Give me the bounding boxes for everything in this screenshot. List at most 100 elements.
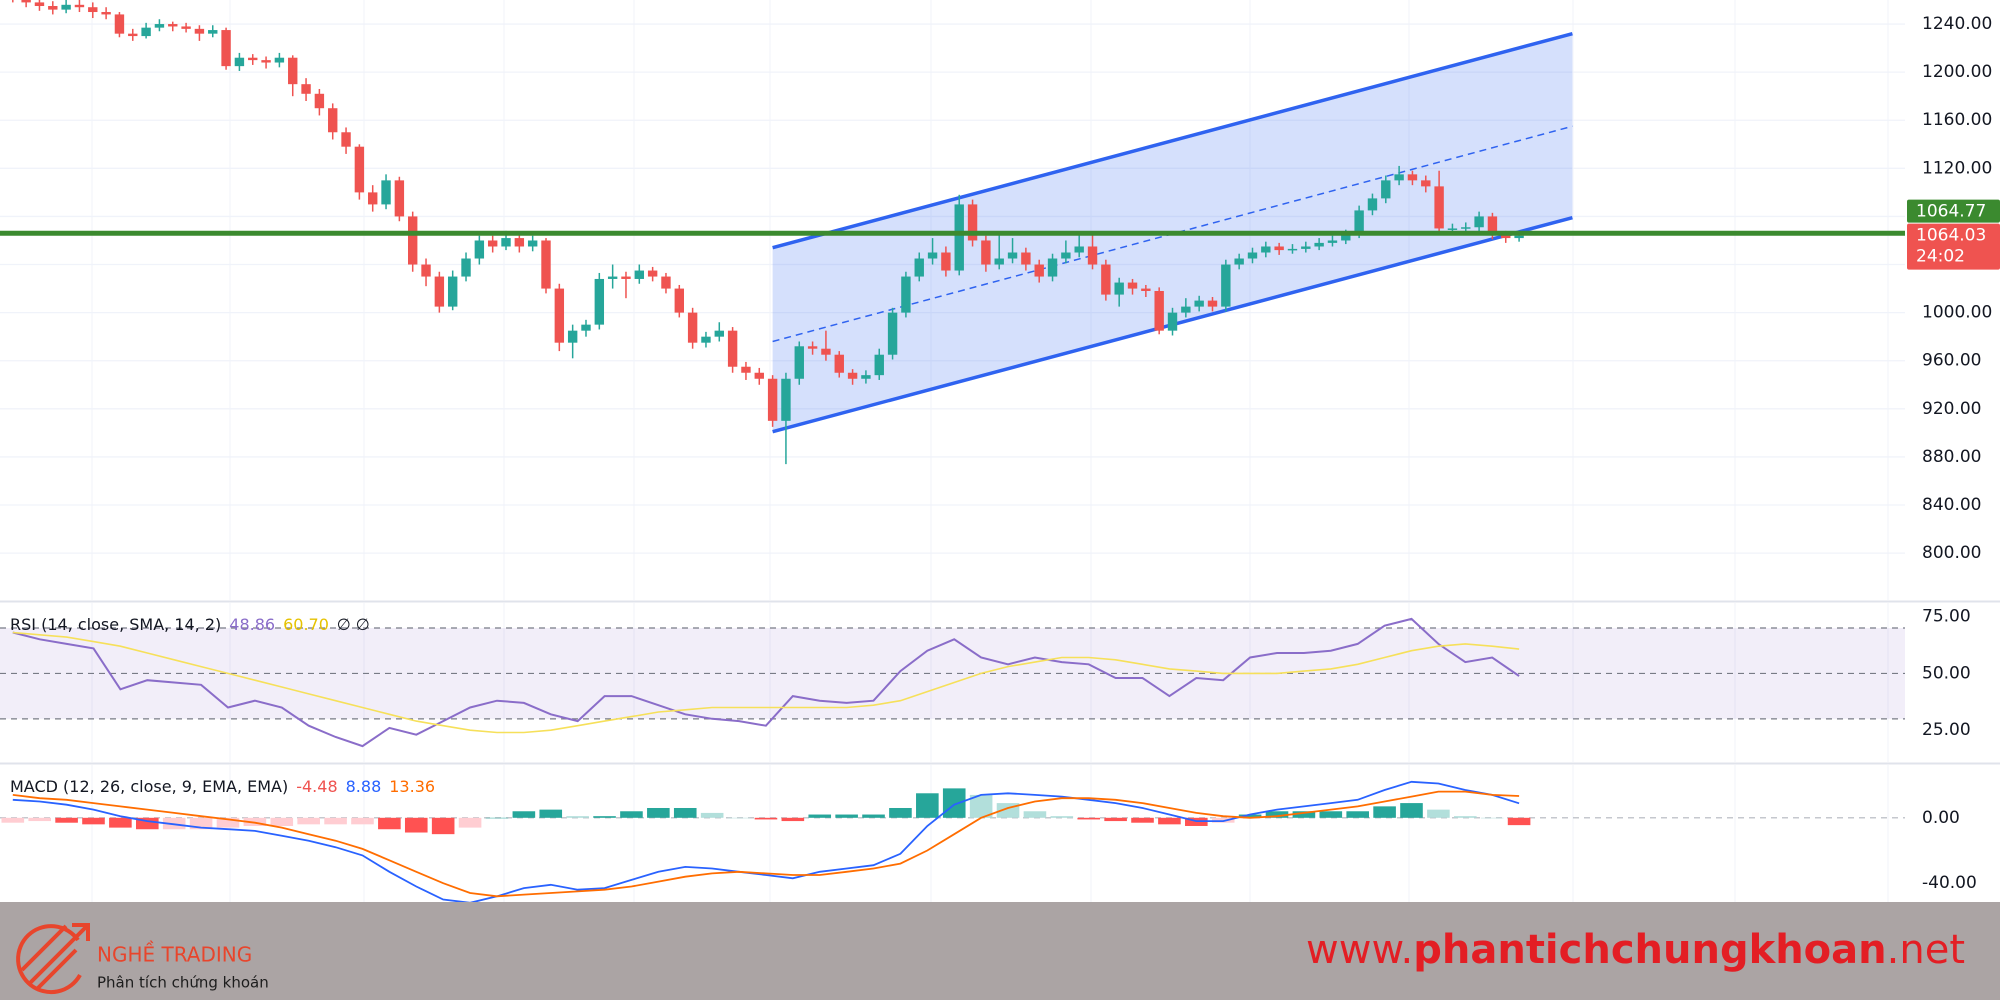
candle-body bbox=[1434, 186, 1444, 229]
y-tick-label: 1200.00 bbox=[1922, 62, 1992, 82]
candle-body bbox=[1274, 246, 1284, 251]
candle-body bbox=[421, 264, 431, 277]
candle-body bbox=[1167, 312, 1178, 331]
countdown: 24:02 bbox=[1916, 247, 1965, 267]
candle-body bbox=[1234, 258, 1244, 265]
marker-price-label: 1064.77 bbox=[1916, 202, 1986, 222]
candle-body bbox=[1127, 282, 1138, 289]
candle-body bbox=[1141, 288, 1151, 291]
candle-body bbox=[208, 30, 218, 34]
footer-banner: NGHỀ TRADING Phân tích chứng khoán www.p… bbox=[0, 902, 2000, 1000]
candle-body bbox=[1314, 242, 1324, 247]
histogram-bar bbox=[1077, 817, 1101, 820]
candle-body bbox=[434, 276, 445, 307]
histogram-bar bbox=[969, 794, 993, 818]
histogram-bar bbox=[1104, 817, 1127, 822]
candle-body bbox=[501, 238, 511, 247]
histogram-bar bbox=[1427, 809, 1450, 818]
candle-body bbox=[941, 252, 951, 271]
legend-value: 48.86 bbox=[229, 615, 275, 634]
candle-body bbox=[1474, 216, 1484, 228]
histogram-bar bbox=[620, 811, 643, 818]
y-tick-label: 960.00 bbox=[1922, 351, 1981, 371]
candle-body bbox=[1367, 198, 1378, 211]
histogram-bar bbox=[1319, 811, 1343, 818]
indicator-title: MACD (12, 26, close, 9, EMA, EMA) bbox=[10, 777, 288, 796]
y-tick-label: 1160.00 bbox=[1922, 110, 1992, 130]
candle-body bbox=[914, 258, 924, 277]
candle-body bbox=[1421, 180, 1431, 187]
histogram-bar bbox=[727, 817, 751, 819]
logo-ring bbox=[16, 924, 82, 995]
histogram-bar bbox=[1265, 811, 1289, 818]
candle-body bbox=[1394, 174, 1404, 181]
candle-body bbox=[847, 372, 858, 379]
candle-body bbox=[954, 204, 964, 271]
y-tick-label: 1120.00 bbox=[1922, 158, 1992, 178]
histogram-bar bbox=[458, 817, 482, 828]
candle-body bbox=[887, 312, 898, 355]
candle-body bbox=[727, 330, 738, 367]
candle-body bbox=[607, 276, 618, 279]
candle-body bbox=[381, 180, 391, 205]
histogram-bar bbox=[889, 807, 912, 818]
histogram-bar bbox=[566, 816, 589, 818]
candle-body bbox=[527, 240, 538, 247]
candle-body bbox=[221, 30, 231, 67]
y-tick-label: 840.00 bbox=[1922, 495, 1981, 515]
candle-body bbox=[314, 93, 325, 109]
macd-line bbox=[12, 780, 1520, 904]
candle-body bbox=[1461, 227, 1471, 229]
last-price-box bbox=[1907, 223, 2000, 270]
candle-body bbox=[661, 276, 671, 289]
histogram-bar bbox=[28, 817, 51, 822]
candle-body bbox=[687, 312, 698, 343]
histogram-bar bbox=[135, 817, 159, 830]
url-domain: phantichchungkhoan bbox=[1413, 927, 1886, 973]
candle-body bbox=[634, 270, 645, 279]
candle-body bbox=[74, 4, 85, 8]
candle-body bbox=[714, 330, 724, 337]
histogram-bar bbox=[781, 817, 805, 822]
candle-body bbox=[194, 28, 205, 34]
candle-body bbox=[234, 57, 245, 67]
candle-body bbox=[1501, 234, 1511, 239]
candle-body bbox=[274, 57, 285, 63]
candle-body bbox=[994, 258, 1004, 265]
tagline: Phân tích chứng khoán bbox=[97, 974, 269, 992]
histogram-bar bbox=[593, 816, 616, 818]
histogram-bar bbox=[189, 817, 213, 830]
y-tick-label: 75.00 bbox=[1922, 607, 1971, 627]
y-tick-label: 800.00 bbox=[1922, 543, 1981, 563]
candle-body bbox=[1247, 252, 1258, 259]
candle-body bbox=[581, 324, 591, 331]
histogram-bar bbox=[647, 807, 670, 818]
logo-arrow bbox=[20, 924, 78, 992]
candle-body bbox=[927, 252, 938, 259]
candle-body bbox=[394, 180, 405, 217]
histogram-bar bbox=[1158, 817, 1181, 825]
histogram-bar bbox=[1480, 817, 1504, 819]
candle-body bbox=[1021, 252, 1031, 265]
candle-body bbox=[1101, 264, 1111, 295]
histogram-bar bbox=[1131, 817, 1154, 823]
candle-body bbox=[834, 354, 844, 373]
candle-body bbox=[701, 336, 711, 343]
candle-body bbox=[621, 276, 631, 279]
candle-body bbox=[328, 108, 338, 133]
candle-body bbox=[594, 278, 605, 325]
last-price-label: 1064.03 bbox=[1916, 226, 1986, 246]
website: www.phantichchungkhoan.net bbox=[1306, 927, 1965, 973]
candle-body bbox=[981, 240, 991, 265]
candle-body bbox=[1114, 282, 1124, 295]
histogram-bar bbox=[82, 817, 105, 825]
candle-body bbox=[154, 24, 165, 28]
logo bbox=[16, 923, 90, 995]
histogram-bar bbox=[835, 814, 858, 818]
logo-arrow bbox=[26, 923, 90, 987]
y-tick-label: 920.00 bbox=[1922, 399, 1981, 419]
candle-body bbox=[141, 27, 151, 37]
candle-body bbox=[1221, 264, 1231, 307]
brand: NGHỀ TRADING bbox=[97, 942, 252, 967]
